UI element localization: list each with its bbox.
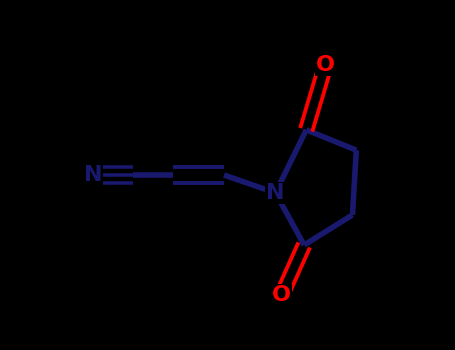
Text: O: O xyxy=(272,285,291,305)
Text: O: O xyxy=(316,55,335,75)
Text: N: N xyxy=(266,183,285,203)
Text: N: N xyxy=(84,165,102,185)
